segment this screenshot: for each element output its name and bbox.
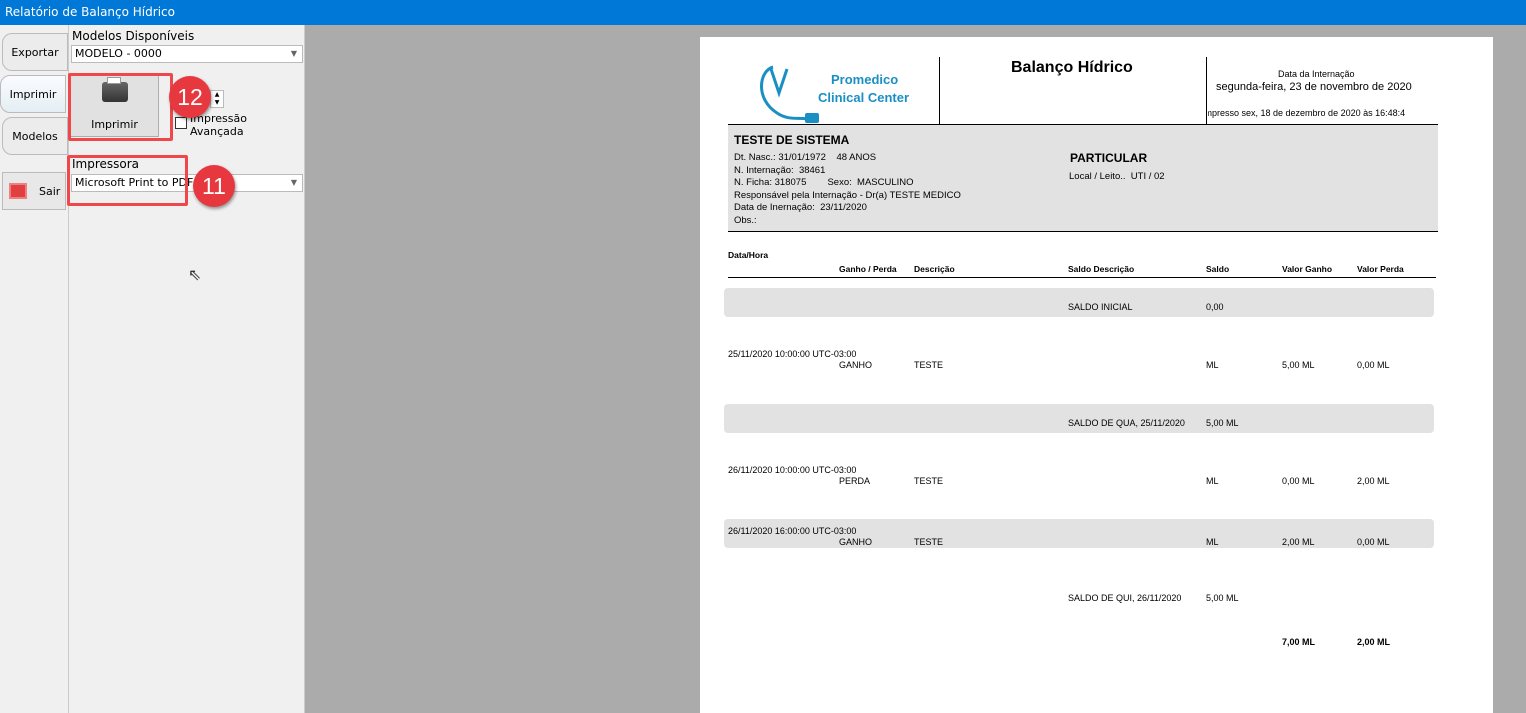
col-header-ganho: Valor Ganho (1282, 264, 1333, 274)
row-datetime: 26/11/2020 16:00:00 UTC-03:00 (728, 526, 857, 536)
row-saldo-desc: SALDO DE QUI, 26/11/2020 (1068, 593, 1182, 603)
row-saldo-desc: SALDO INICIAL (1068, 302, 1133, 312)
row-datetime: 26/11/2020 10:00:00 UTC-03:00 (728, 465, 857, 475)
balance-row-bg (724, 404, 1434, 433)
window-title: Relatório de Balanço Hídrico (5, 5, 175, 19)
side-tabs: Exportar Imprimir Modelos (0, 25, 69, 713)
report-title: Balanço Hídrico (1011, 59, 1133, 76)
row-desc: TESTE (914, 476, 944, 486)
row-ganho: 5,00 ML (1282, 360, 1315, 370)
row-type: PERDA (839, 476, 871, 486)
row-ganho: 0,00 ML (1282, 476, 1315, 486)
total-ganho: 7,00 ML (1282, 637, 1316, 647)
printer-icon (101, 77, 128, 102)
exit-icon (9, 183, 27, 199)
advanced-print-label: Impressão Avançada (190, 112, 247, 138)
advanced-print-checkbox[interactable] (175, 117, 187, 129)
logo-line1: Promedico (831, 72, 899, 87)
stethoscope-logo-icon (760, 65, 819, 123)
total-perda: 2,00 ML (1357, 637, 1391, 647)
tab-imprimir[interactable]: Imprimir (0, 75, 66, 113)
mouse-cursor: ⇖ (188, 265, 202, 284)
col-header-datetime: Data/Hora (728, 250, 769, 260)
title-bar: Relatório de Balanço Hídrico (0, 0, 1526, 25)
patient-details: Dt. Nasc.: 31/01/1972 48 ANOS N. Internaç… (734, 152, 961, 226)
highlight-print (68, 73, 173, 141)
row-saldo: ML (1206, 360, 1219, 370)
col-header-type: Ganho / Perda (839, 264, 897, 274)
models-label: Modelos Disponíveis (72, 29, 195, 43)
row-type: GANHO (839, 537, 873, 547)
row-saldo-desc: SALDO DE QUA, 25/11/2020 (1068, 418, 1185, 428)
printed-timestamp: Impresso sex, 18 de dezembro de 2020 às … (1208, 108, 1406, 118)
col-header-desc: Descrição (914, 264, 955, 274)
admission-date: segunda-feira, 23 de novembro de 2020 (1216, 81, 1412, 93)
exit-button[interactable]: Sair (2, 172, 66, 210)
chevron-down-icon: ▼ (290, 49, 297, 58)
tab-modelos[interactable]: Modelos (2, 117, 68, 155)
patient-name: TESTE DE SISTEMA (734, 133, 850, 147)
row-perda: 2,00 ML (1357, 476, 1390, 486)
row-perda: 0,00 ML (1357, 360, 1390, 370)
annotation-badge-12: 12 (169, 76, 211, 118)
admission-label: Data da Internação (1278, 69, 1355, 79)
balance-row-bg (724, 519, 1434, 548)
row-desc: TESTE (914, 360, 944, 370)
row-desc: TESTE (914, 537, 944, 547)
location: Local / Leito.. UTI / 02 (1069, 171, 1165, 182)
row-saldo: ML (1206, 476, 1219, 486)
row-saldo: ML (1206, 537, 1219, 547)
row-perda: 0,00 ML (1357, 537, 1390, 547)
chevron-down-icon: ▼ (290, 178, 297, 187)
balance-row-bg (724, 288, 1434, 317)
row-saldo: 5,00 ML (1206, 418, 1239, 428)
report-page: Promedico Clinical Center Balanço Hídric… (700, 37, 1493, 713)
col-header-perda: Valor Perda (1357, 264, 1404, 274)
col-header-saldo: Saldo (1206, 264, 1230, 274)
logo-line2: Clinical Center (818, 90, 910, 105)
patient-box (728, 124, 1438, 232)
annotation-badge-11: 11 (193, 165, 235, 207)
row-ganho: 2,00 ML (1282, 537, 1315, 547)
col-header-saldo-desc: Saldo Descrição (1068, 264, 1135, 274)
row-datetime: 25/11/2020 10:00:00 UTC-03:00 (728, 349, 857, 359)
row-type: GANHO (839, 360, 873, 370)
copies-spinner[interactable]: ▲ ▼ (210, 90, 224, 108)
exit-label: Sair (39, 184, 61, 198)
row-saldo: 5,00 ML (1206, 593, 1239, 603)
insurance: PARTICULAR (1070, 151, 1148, 165)
printer-label: Impressora (72, 157, 140, 171)
row-saldo: 0,00 (1206, 302, 1224, 312)
print-button[interactable]: Imprimir (70, 75, 159, 137)
tab-exportar[interactable]: Exportar (2, 33, 68, 71)
highlight-printer (67, 155, 188, 206)
model-select[interactable]: MODELO - 0000 ▼ (71, 45, 303, 63)
